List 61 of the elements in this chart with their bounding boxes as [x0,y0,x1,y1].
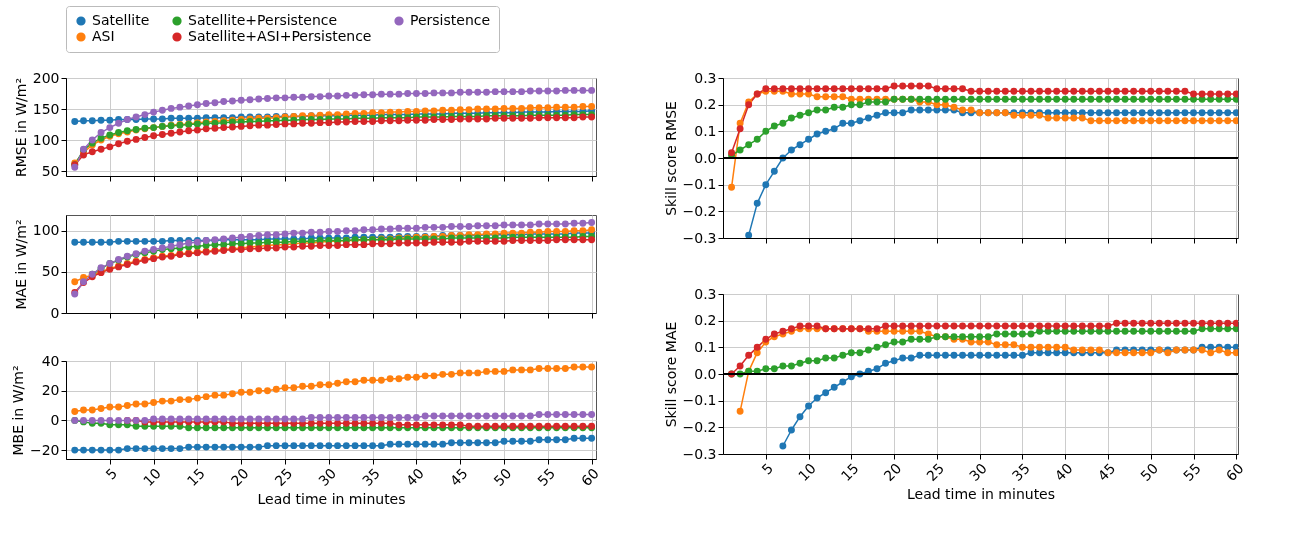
legend-label: Satellite+Persistence [188,12,338,28]
y-tick-label: −0.2 [682,418,717,435]
y-tick-label: 40 [41,352,60,369]
y-tick-label: 0 [50,411,60,428]
y-axis-title: Skill score MAE [662,321,679,428]
x-tick-label: 25 [271,465,296,490]
x-tick-label: 30 [966,460,991,485]
y-tick-label: −0.3 [682,445,717,462]
x-tick-label: 15 [837,460,862,485]
y-tick-label: 0.1 [694,338,717,355]
y-axis-title: Skill score RMSE [662,101,679,216]
y-tick-label: 200 [32,69,60,86]
y-tick-label: 50 [41,162,60,179]
y-tick-label: 20 [41,382,60,399]
y-tick-label: −0.2 [682,202,717,219]
y-axis-title: RMSE in W/m² [12,77,29,178]
y-tick-label: −20 [29,441,60,458]
x-tick-label: 35 [1008,460,1033,485]
y-tick-label: −0.1 [682,392,717,409]
x-tick-label: 35 [359,465,384,490]
y-tick-label: 0.0 [694,365,717,382]
legend-label: ASI [92,28,115,44]
y-tick-label: −0.3 [682,229,717,246]
legend-label: Satellite [92,12,150,28]
x-axis-title: Lead time in minutes [257,491,406,507]
x-tick-label: 45 [1094,460,1119,485]
y-tick-label: 0.2 [694,312,717,329]
x-tick-label: 10 [795,460,819,485]
y-tick-label: 100 [32,222,60,239]
x-tick-label: 50 [490,465,515,490]
y-axis-title: MBE in W/m² [9,365,26,456]
y-tick-label: 50 [41,263,60,280]
x-tick-label: 20 [227,465,252,490]
x-tick-label: 25 [923,460,948,485]
x-tick-label: 10 [140,465,164,490]
x-axis-title: Lead time in minutes [906,486,1056,502]
y-tick-label: 0 [50,304,60,321]
y-tick-label: 100 [32,131,60,148]
y-tick-label: 0.2 [694,96,717,113]
x-tick-label: 55 [1179,460,1204,485]
y-tick-label: 150 [32,100,60,117]
y-tick-label: 0.1 [694,122,717,139]
x-tick-label: 55 [534,465,559,490]
x-tick-label: 60 [578,465,603,490]
y-tick-label: −0.1 [682,176,717,193]
x-tick-label: 20 [880,460,905,485]
x-tick-label: 45 [446,465,471,490]
x-tick-label: 40 [1051,460,1076,485]
y-tick-label: 0.3 [694,285,717,302]
x-tick-label: 15 [183,465,208,490]
y-tick-label: 0.0 [694,149,717,166]
x-tick-label: 40 [402,465,427,490]
x-tick-label: 50 [1137,460,1162,485]
y-tick-label: 0.3 [694,69,717,86]
x-tick-label: 5 [758,460,777,478]
x-tick-label: 30 [315,465,340,490]
y-axis-title: MAE in W/m² [12,219,29,310]
legend-label: Satellite+ASI+Persistence [188,28,372,44]
legend-label: Persistence [410,12,491,28]
x-tick-label: 60 [1222,460,1247,485]
x-tick-label: 5 [102,465,121,483]
